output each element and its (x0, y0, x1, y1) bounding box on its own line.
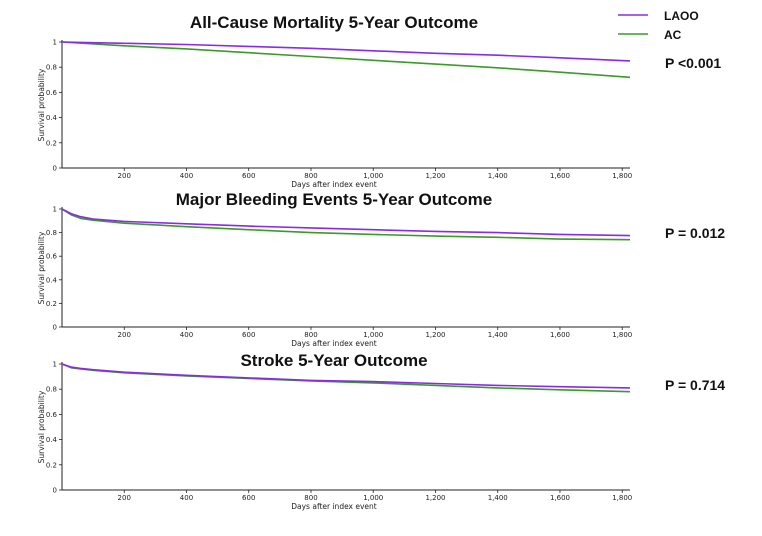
x-tick-label: 400 (180, 331, 193, 339)
series-line-laoo (61, 208, 631, 237)
y-tick-label: 0 (53, 324, 57, 332)
legend-label-ac: AC (664, 28, 682, 42)
x-tick-label: 600 (242, 494, 255, 502)
chart-title: All-Cause Mortality 5-Year Outcome (190, 13, 478, 32)
x-tick-label: 800 (304, 172, 317, 180)
x-tick-label: 1,200 (425, 172, 445, 180)
x-tick-label: 1,600 (550, 494, 570, 502)
series-line-ac (61, 208, 631, 241)
y-tick-label: 0.6 (46, 253, 58, 261)
y-tick-label: 0.4 (46, 436, 58, 444)
legend-label-laoo: LAOO (664, 9, 699, 23)
x-tick-label: 200 (118, 494, 131, 502)
y-tick-label: 0.6 (46, 89, 58, 97)
y-tick-label: 1 (53, 39, 57, 47)
x-tick-label: 1,000 (363, 494, 383, 502)
y-tick-label: 0.2 (46, 300, 57, 308)
x-tick-label: 1,000 (363, 172, 383, 180)
p-value-annotation: P <0.001 (665, 55, 721, 71)
x-tick-label: 1,400 (488, 331, 508, 339)
x-tick-label: 1,200 (425, 494, 445, 502)
series-line-ac (61, 41, 631, 79)
x-tick-label: 1,600 (550, 172, 570, 180)
x-tick-label: 1,200 (425, 331, 445, 339)
y-tick-label: 1 (53, 206, 57, 214)
legend: LAOO AC (618, 9, 699, 42)
y-tick-label: 0.8 (46, 64, 57, 72)
y-tick-label: 0.6 (46, 411, 58, 419)
chart-panel-2: Major Bleeding Events 5-Year Outcome 0 0.2… (37, 190, 725, 348)
series-line-laoo (61, 41, 631, 62)
x-tick-label: 600 (242, 331, 255, 339)
chart-panel-3: Stroke 5-Year Outcome 0 0.2 0.4 0.6 0.8 1 200 40… (37, 351, 725, 511)
y-tick-label: 0.4 (46, 276, 58, 284)
y-tick-label: 1 (53, 361, 57, 369)
chart-panels: All-Cause Mortality 5-Year Outcome 0 0.2 0.… (37, 13, 725, 511)
x-tick-label: 1,000 (363, 331, 383, 339)
y-tick-label: 0.2 (46, 461, 57, 469)
x-tick-label: 400 (180, 494, 193, 502)
chart-title: Major Bleeding Events 5-Year Outcome (176, 190, 492, 209)
x-tick-label: 1,400 (488, 172, 508, 180)
x-axis-label: Days after index event (291, 339, 377, 348)
x-tick-label: 600 (242, 172, 255, 180)
y-tick-label: 0 (53, 487, 57, 495)
p-value-annotation: P = 0.012 (665, 225, 725, 241)
x-tick-label: 200 (118, 172, 131, 180)
series-line-laoo (61, 363, 631, 389)
x-tick-label: 1,800 (612, 172, 632, 180)
x-axis-label: Days after index event (291, 180, 377, 189)
x-tick-label: 800 (304, 331, 317, 339)
y-tick-label: 0.8 (46, 386, 57, 394)
y-axis-label: Survival probability (37, 390, 46, 463)
chart-panel-1: All-Cause Mortality 5-Year Outcome 0 0.2 0.… (37, 13, 721, 189)
y-axis-label: Survival probability (37, 231, 46, 304)
x-tick-label: 800 (304, 494, 317, 502)
y-tick-label: 0.4 (46, 114, 58, 122)
y-axis-label: Survival probability (37, 68, 46, 141)
x-tick-label: 400 (180, 172, 193, 180)
x-tick-label: 1,600 (550, 331, 570, 339)
x-tick-label: 1,800 (612, 494, 632, 502)
chart-title: Stroke 5-Year Outcome (240, 351, 427, 370)
y-tick-label: 0.8 (46, 229, 57, 237)
x-tick-label: 1,400 (488, 494, 508, 502)
y-tick-label: 0.2 (46, 139, 57, 147)
y-tick-label: 0 (53, 165, 57, 173)
x-tick-label: 200 (118, 331, 131, 339)
p-value-annotation: P = 0.714 (665, 377, 725, 393)
x-tick-label: 1,800 (612, 331, 632, 339)
x-axis-label: Days after index event (291, 502, 377, 511)
